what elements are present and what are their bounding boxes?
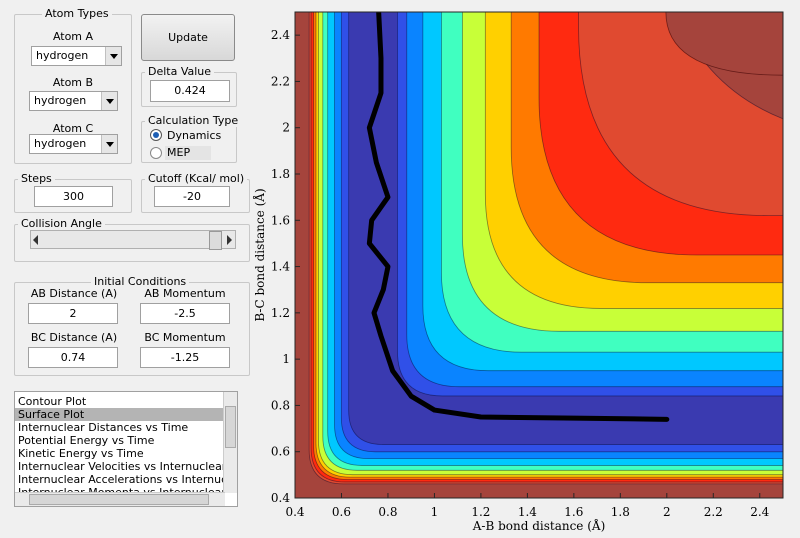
atom-dropdown[interactable]: hydrogen <box>31 46 122 66</box>
horizontal-scrollbar[interactable] <box>15 492 225 506</box>
y-tick-label: 0.4 <box>271 491 290 505</box>
x-tick-label: 1 <box>431 505 439 519</box>
delta-value-group: Delta Value <box>141 65 237 107</box>
atom-types-group: Atom Types <box>14 7 132 164</box>
field-input[interactable]: -1.25 <box>140 347 230 368</box>
cutoff-group: Cutoff (Kcal/ mol) <box>141 172 250 213</box>
steps-input[interactable]: 300 <box>34 186 113 207</box>
collision-angle-group: Collision Angle <box>14 217 250 262</box>
field-label: BC Momentum <box>144 331 226 344</box>
plot-list-item[interactable]: Potential Energy vs Time <box>18 434 155 447</box>
field-input[interactable]: 0.74 <box>28 347 118 368</box>
plot-list-item[interactable]: Internuclear Distances vs Time <box>18 421 189 434</box>
radio-label: MEP <box>165 146 211 160</box>
field-label: AB Distance (A) <box>30 287 118 300</box>
y-tick-label: 1.8 <box>271 167 290 181</box>
y-tick-label: 0.6 <box>271 445 290 459</box>
x-tick-label: 1.8 <box>611 505 630 519</box>
y-axis-label: B-C bond distance (Å) <box>252 188 267 321</box>
x-tick-label: 1.4 <box>518 505 537 519</box>
vertical-scrollbar[interactable] <box>223 392 237 493</box>
trajectory-layer <box>366 12 670 422</box>
x-tick-label: 2 <box>663 505 671 519</box>
plot-list-item[interactable]: Internuclear Accelerations vs Internucle… <box>18 473 225 486</box>
update-button[interactable]: Update <box>141 14 235 61</box>
x-tick-label: 0.4 <box>285 505 304 519</box>
plot-list-items: Contour Plot Surface Plot Internuclear Dis… <box>15 395 225 499</box>
collision-angle-slider[interactable] <box>30 230 236 250</box>
dropdown-value: hydrogen <box>36 49 89 62</box>
group-title: Atom Types <box>42 7 112 20</box>
plot-list-item[interactable]: Contour Plot <box>18 395 87 408</box>
group-title: Calculation Type <box>145 114 242 127</box>
dropdown-value: hydrogen <box>34 137 87 150</box>
x-tick-label: 0.8 <box>378 505 397 519</box>
contour-band <box>327 12 783 466</box>
y-tick-label: 2.2 <box>271 74 290 88</box>
contour-bands <box>308 12 783 485</box>
x-tick-label: 2.4 <box>750 505 769 519</box>
x-tick-label: 1.6 <box>564 505 583 519</box>
group-title: Initial Conditions <box>91 275 190 288</box>
field-input[interactable]: -2.5 <box>140 303 230 324</box>
atom-label: Atom A <box>52 30 94 43</box>
x-tick-label: 2.2 <box>704 505 723 519</box>
y-tick-label: 0.8 <box>271 398 290 412</box>
delta-value-input[interactable]: 0.424 <box>150 80 230 102</box>
y-tick-label: 1.4 <box>271 260 290 274</box>
atom-dropdown[interactable]: hydrogen <box>29 91 118 111</box>
y-tick-label: 2 <box>282 121 290 135</box>
calculation-type-group: Calculation Type <box>141 114 242 163</box>
y-tick-label: 2.4 <box>271 28 290 42</box>
group-title: Steps <box>18 172 55 185</box>
dropdown-value: hydrogen <box>34 94 87 107</box>
radio[interactable] <box>150 147 162 159</box>
x-tick-label: 1.2 <box>471 505 490 519</box>
group-title: Collision Angle <box>18 217 105 230</box>
atom-label: Atom C <box>52 122 94 135</box>
field-input[interactable]: 2 <box>28 303 118 324</box>
y-tick-label: 1 <box>282 352 290 366</box>
contour-band <box>348 12 783 445</box>
y-tick-label: 1.2 <box>271 306 290 320</box>
steps-group: Steps <box>14 172 132 213</box>
cutoff-input[interactable]: -20 <box>154 186 230 207</box>
x-axis-label: A-B bond distance (Å) <box>472 518 606 533</box>
field-label: BC Distance (A) <box>30 331 118 344</box>
group-title: Delta Value <box>145 65 215 78</box>
plot-list: Contour Plot Surface Plot Internuclear Dis… <box>14 391 238 507</box>
plot-list-item[interactable]: Surface Plot <box>15 408 225 421</box>
field-label: AB Momentum <box>144 287 226 300</box>
plot-list-item[interactable]: Kinetic Energy vs Time <box>18 447 144 460</box>
radio-label: Dynamics <box>167 129 222 142</box>
initial-conditions-group: Initial Conditions <box>14 275 250 376</box>
group-title: Cutoff (Kcal/ mol) <box>145 172 248 185</box>
plot-frame <box>294 11 784 499</box>
trajectory-line <box>366 12 670 422</box>
y-tick-label: 1.6 <box>271 213 290 227</box>
x-tick-label: 0.6 <box>332 505 351 519</box>
plot-list-item[interactable]: Internuclear Velocities vs Internuclear … <box>18 460 225 473</box>
atom-label: Atom B <box>52 76 94 89</box>
radio-selected[interactable] <box>150 129 162 141</box>
atom-dropdown[interactable]: hydrogen <box>29 134 118 154</box>
